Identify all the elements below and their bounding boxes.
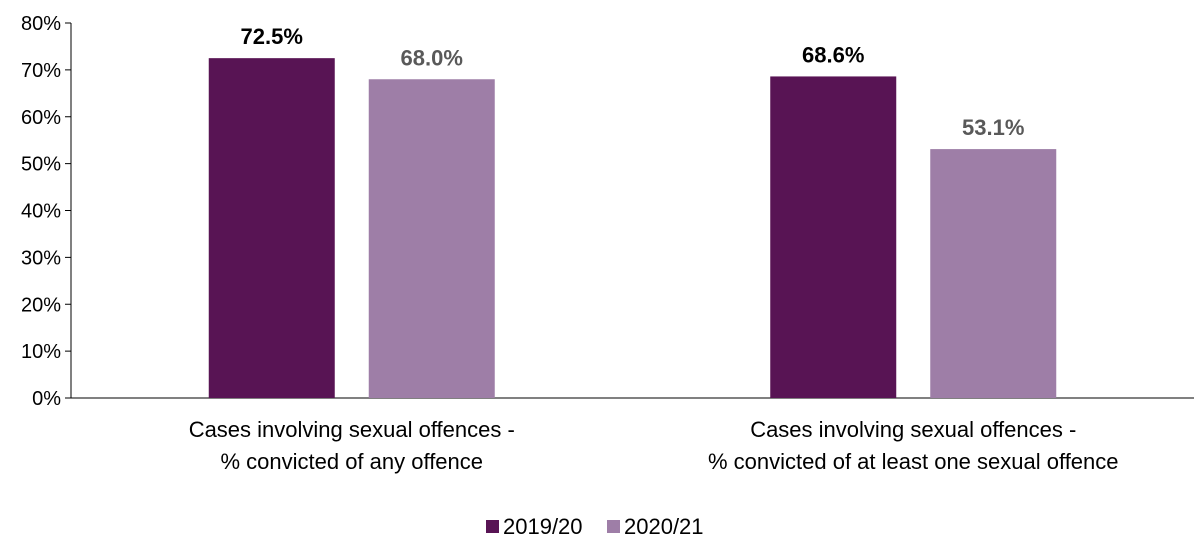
y-tick-label: 20% <box>21 294 61 316</box>
legend-swatch <box>486 520 499 533</box>
bar <box>930 149 1057 398</box>
y-tick-label: 60% <box>21 107 61 129</box>
legend-label: 2020/21 <box>624 514 704 539</box>
data-label: 68.0% <box>401 45 463 70</box>
data-label: 68.6% <box>802 42 864 67</box>
legend-swatch <box>607 520 620 533</box>
data-label: 72.5% <box>241 24 303 49</box>
bar <box>208 58 335 398</box>
bar <box>368 79 495 398</box>
legend-label: 2019/20 <box>503 514 583 539</box>
x-category-label: % convicted of at least one sexual offen… <box>708 449 1119 474</box>
y-tick-label: 0% <box>32 388 61 410</box>
x-category-label: Cases involving sexual offences - <box>750 417 1076 442</box>
y-tick-label: 30% <box>21 247 61 269</box>
y-tick-label: 70% <box>21 60 61 82</box>
x-category-label: % convicted of any offence <box>220 449 483 474</box>
bar <box>770 76 897 398</box>
data-label: 53.1% <box>962 115 1024 140</box>
y-tick-label: 80% <box>21 13 61 35</box>
y-tick-label: 50% <box>21 154 61 176</box>
y-tick-label: 10% <box>21 341 61 363</box>
x-category-label: Cases involving sexual offences - <box>189 417 515 442</box>
y-tick-label: 40% <box>21 201 61 223</box>
